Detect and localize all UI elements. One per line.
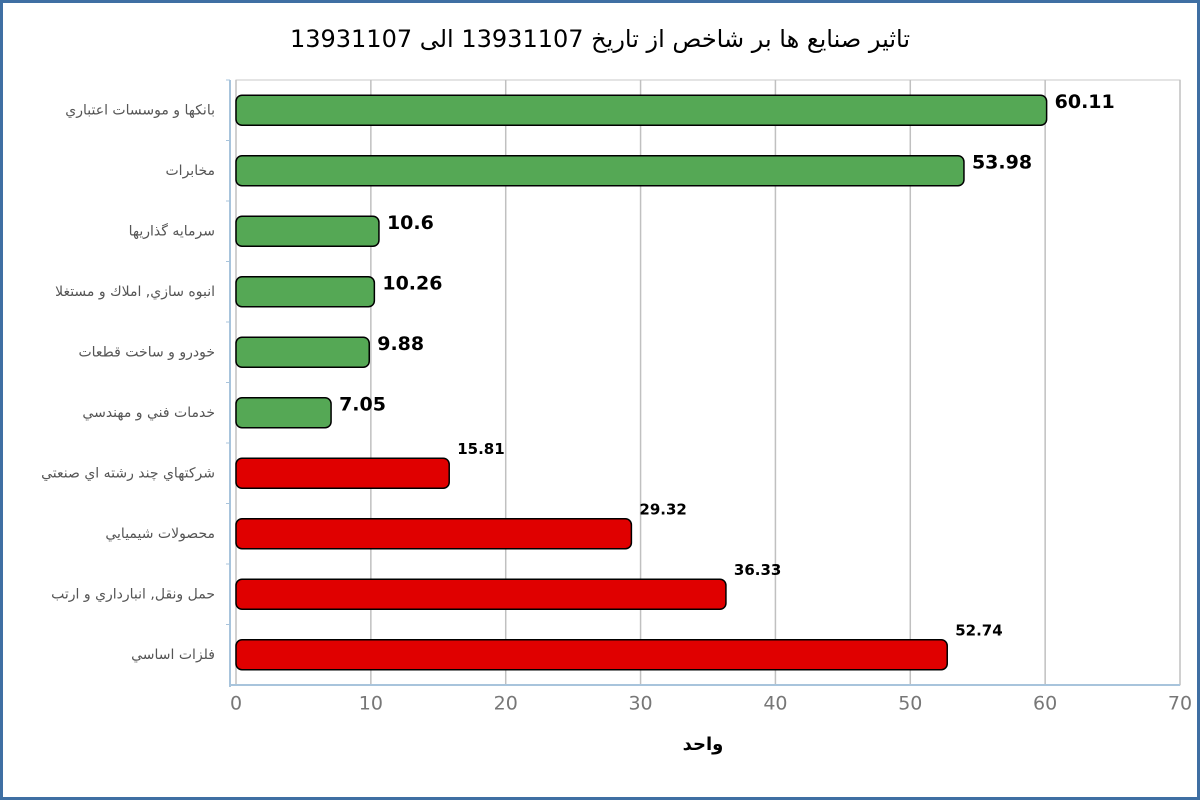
- bar: [235, 276, 376, 308]
- y-tick-label: انبوه سازي, املاك و مستغلا: [55, 284, 215, 300]
- chart-title: تاثير صنايع ها بر شاخص از تاريخ 13931107…: [290, 25, 910, 53]
- value-label: 60.11: [1055, 91, 1115, 113]
- value-label: 7.05: [339, 393, 386, 415]
- value-label: 53.98: [972, 151, 1032, 173]
- value-label: 15.81: [457, 440, 504, 458]
- y-tick-label: خودرو و ساخت قطعات: [78, 344, 215, 360]
- x-tick-label: 60: [1033, 693, 1057, 715]
- bar: [235, 397, 332, 429]
- value-label: 29.32: [639, 500, 686, 518]
- bar: [235, 518, 633, 550]
- value-label: 52.74: [955, 621, 1002, 639]
- y-tick-label: سرمايه گذاريها: [129, 222, 215, 239]
- x-axis-label: واحد: [683, 734, 724, 755]
- bar: [235, 94, 1048, 126]
- y-tick-label: محصولات شيميايي: [105, 526, 215, 542]
- x-tick-label: 20: [494, 693, 518, 715]
- y-tick-label: شركتهاي چند رشته اي صنعتي: [41, 465, 215, 481]
- bar: [235, 639, 948, 671]
- value-label: 10.26: [382, 272, 442, 294]
- x-tick-label: 10: [359, 693, 383, 715]
- bar: [235, 155, 965, 187]
- x-tick-label: 30: [628, 693, 652, 715]
- y-tick-label: بانکها و موسسات اعتباري: [65, 102, 215, 118]
- x-tick-label: 70: [1168, 693, 1192, 715]
- y-tick-label: حمل ونقل, انبارداري و ارتب: [51, 586, 215, 602]
- y-tick-label: فلزات اساسي: [131, 647, 215, 663]
- value-label: 36.33: [734, 561, 781, 579]
- value-label: 9.88: [377, 333, 424, 355]
- value-label: 10.6: [387, 212, 434, 234]
- x-tick-label: 0: [230, 693, 242, 715]
- x-tick-label: 50: [898, 693, 922, 715]
- bar: [235, 578, 727, 610]
- bar: [235, 336, 370, 368]
- bar: [235, 215, 380, 247]
- y-tick-label: خدمات فني و مهندسي: [82, 405, 215, 421]
- bar: [235, 457, 450, 489]
- y-tick-label: مخابرات: [166, 163, 216, 179]
- x-tick-label: 40: [763, 693, 787, 715]
